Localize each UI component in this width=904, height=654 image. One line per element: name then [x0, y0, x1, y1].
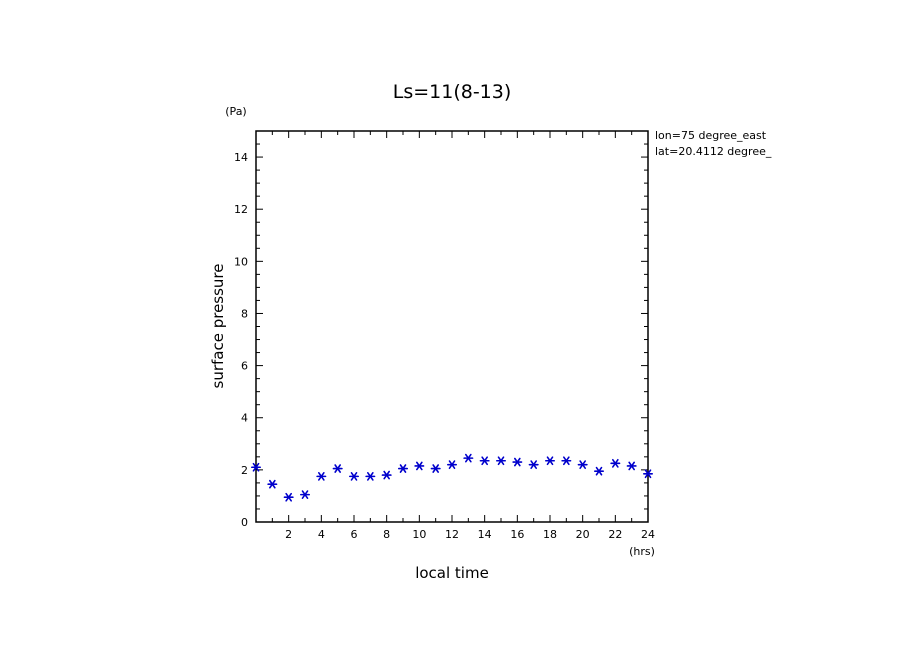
data-point — [593, 466, 605, 476]
data-point — [267, 479, 278, 489]
data-point — [463, 453, 474, 463]
x-tick-label: 22 — [608, 528, 622, 541]
data-point — [332, 464, 343, 473]
data-point — [544, 456, 556, 466]
annotation-lon: lon=75 degree_east — [655, 129, 767, 142]
x-unit-label: (hrs) — [629, 545, 655, 558]
y-tick-label: 8 — [241, 307, 248, 320]
x-tick-label: 10 — [412, 528, 426, 541]
x-tick-labels: 2 4 6 8 10 12 14 16 18 20 22 24 — [285, 528, 655, 541]
data-point — [528, 460, 539, 470]
annotation-lat: lat=20.4112 degree_ — [655, 145, 772, 158]
y-tick-label: 12 — [234, 203, 248, 216]
x-tick-label: 2 — [285, 528, 292, 541]
data-point — [561, 456, 572, 466]
y-tick-label: 2 — [241, 464, 248, 477]
y-tick-label: 0 — [241, 516, 248, 529]
y-tick-label: 4 — [241, 412, 248, 425]
x-tick-label: 6 — [351, 528, 358, 541]
x-tick-label: 18 — [543, 528, 557, 541]
y-tick-label: 6 — [241, 360, 248, 373]
data-point — [251, 462, 262, 472]
x-tick-label: 14 — [478, 528, 492, 541]
data-point — [430, 464, 441, 473]
data-point — [299, 490, 311, 500]
data-point — [642, 469, 654, 479]
data-point — [446, 460, 458, 470]
data-point — [512, 457, 523, 467]
x-axis-label: local time — [415, 564, 489, 582]
y-tick-labels: 0 2 4 6 8 10 12 14 — [234, 151, 248, 529]
y-axis-label: surface pressure — [209, 264, 227, 389]
data-point — [479, 456, 490, 466]
y-tick-label: 14 — [234, 151, 248, 164]
x-tick-label: 24 — [641, 528, 655, 541]
y-unit-label: (Pa) — [225, 105, 246, 118]
x-tick-label: 16 — [510, 528, 524, 541]
data-point — [397, 464, 409, 473]
data-point — [414, 461, 425, 471]
data-points — [251, 453, 654, 502]
axis-ticks — [255, 130, 649, 523]
x-tick-label: 4 — [318, 528, 325, 541]
x-tick-label: 8 — [383, 528, 390, 541]
x-tick-label: 12 — [445, 528, 459, 541]
data-point — [610, 458, 621, 468]
x-tick-label: 20 — [576, 528, 590, 541]
data-point — [577, 460, 588, 470]
data-point — [348, 472, 360, 481]
data-point — [283, 492, 294, 502]
data-point — [495, 456, 507, 466]
data-point — [381, 470, 392, 480]
chart-title: Ls=11(8-13) — [393, 81, 512, 103]
data-point — [316, 472, 327, 481]
y-tick-label: 10 — [234, 255, 248, 268]
data-point — [365, 472, 376, 481]
data-point — [626, 461, 637, 471]
